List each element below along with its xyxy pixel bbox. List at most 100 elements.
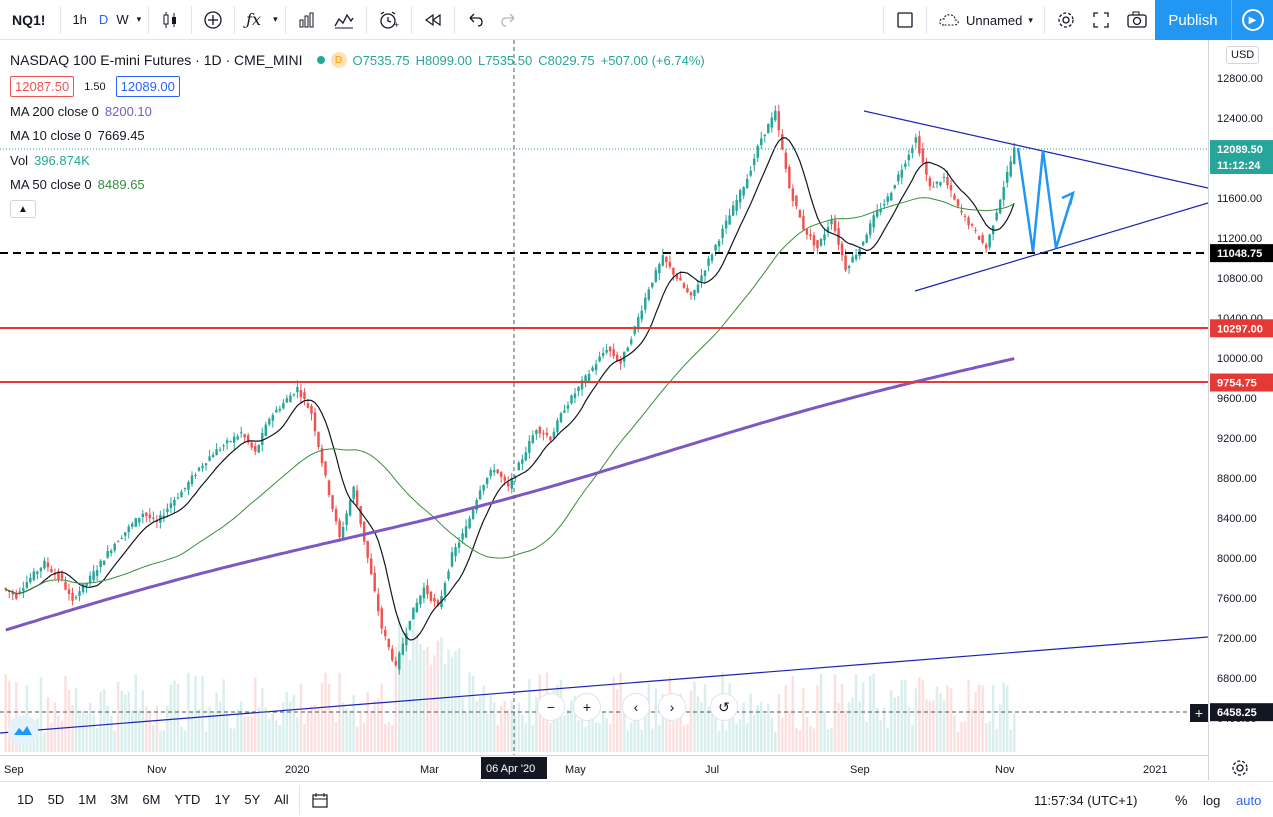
volume-bar: [95, 728, 99, 752]
candle-body: [791, 188, 795, 201]
redo-icon[interactable]: [492, 0, 526, 40]
indicator-row-vol[interactable]: Vol 396.874K: [10, 148, 705, 173]
financials-icon[interactable]: [289, 0, 325, 40]
candle-body: [450, 552, 454, 567]
scroll-right-button[interactable]: ›: [658, 693, 686, 721]
indicator-row-ma10[interactable]: MA 10 close 0 7669.45: [10, 124, 705, 149]
volume-bar: [619, 672, 622, 752]
volume-bar: [127, 691, 130, 752]
range-ytd-button[interactable]: YTD: [174, 792, 201, 807]
volume-bar: [345, 708, 348, 752]
layout-name-button[interactable]: Unnamed ▾: [930, 0, 1041, 40]
indicators-dropdown-icon[interactable]: ▾: [273, 14, 278, 24]
sell-price-button[interactable]: 12087.50: [10, 76, 75, 98]
compare-add-icon[interactable]: [195, 0, 231, 40]
candle-body: [401, 643, 405, 655]
candle-body: [686, 288, 689, 293]
candle-body: [131, 523, 134, 527]
trading-panel-button[interactable]: ▶: [1231, 0, 1273, 40]
bar-style-icon[interactable]: [152, 0, 188, 40]
candle-body: [622, 351, 626, 362]
candle-body: [890, 192, 893, 201]
timeframe-d-button[interactable]: D: [98, 12, 109, 27]
candle-body: [851, 256, 854, 263]
alert-clock-icon[interactable]: +: [370, 0, 408, 40]
volume-bar: [763, 713, 766, 752]
candle-body: [145, 512, 148, 516]
volume-bar: [928, 700, 932, 752]
indicator-row-ma50[interactable]: MA 50 close 0 8489.65: [10, 173, 705, 198]
range-1y-button[interactable]: 1Y: [214, 792, 231, 807]
percent-scale-toggle[interactable]: %: [1175, 792, 1188, 808]
volume-bar: [977, 684, 981, 752]
zoom-out-button[interactable]: −: [537, 693, 565, 721]
timeframe-1h-button[interactable]: 1h: [72, 12, 87, 27]
candle-body: [327, 480, 331, 496]
snapshot-camera-icon[interactable]: [1118, 0, 1156, 40]
candle-body: [970, 224, 974, 226]
volume-bar: [331, 710, 334, 752]
buy-price-button[interactable]: 12089.00: [115, 76, 180, 98]
timeframe-w-button[interactable]: W: [116, 12, 129, 27]
volume-bar: [854, 674, 858, 752]
symbol-title[interactable]: NASDAQ 100 E-mini Futures · 1D · CME_MIN…: [10, 52, 303, 69]
range-all-button[interactable]: All: [274, 792, 289, 807]
tradingview-logo-icon[interactable]: [8, 715, 38, 745]
candle-body: [380, 608, 383, 629]
auto-scale-toggle[interactable]: auto: [1236, 792, 1262, 808]
currency-button[interactable]: USD: [1226, 46, 1260, 64]
reset-chart-button[interactable]: ↺: [710, 693, 738, 721]
volume-bar: [405, 625, 408, 752]
layout-dropdown-icon: ▾: [1028, 14, 1033, 25]
candle-body: [942, 177, 946, 179]
candle-body: [275, 409, 278, 413]
settings-gear-icon[interactable]: [1048, 0, 1084, 40]
fullscreen-icon[interactable]: [1084, 0, 1118, 40]
undo-icon[interactable]: [458, 0, 492, 40]
volume-bar: [99, 691, 102, 752]
scroll-left-button[interactable]: ‹: [622, 693, 650, 721]
layout-select-icon[interactable]: [887, 0, 923, 40]
candle-body: [854, 254, 858, 260]
range-3m-button[interactable]: 3M: [110, 792, 129, 807]
range-1m-button[interactable]: 1M: [78, 792, 97, 807]
candle-body: [499, 472, 503, 478]
candle-body: [510, 478, 513, 489]
range-5y-button[interactable]: 5Y: [244, 792, 261, 807]
timezone-clock[interactable]: 11:57:34 (UTC+1): [1034, 792, 1138, 808]
indicator-row-ma200[interactable]: MA 200 close 0 8200.10: [10, 99, 705, 124]
log-scale-toggle[interactable]: log: [1203, 792, 1221, 808]
volume-bar: [942, 700, 946, 752]
replay-icon[interactable]: [415, 0, 451, 40]
volume-bar: [665, 695, 668, 752]
chart-settings-gear-icon[interactable]: [1230, 758, 1250, 781]
candle-body: [317, 432, 320, 448]
candle-body: [120, 537, 123, 539]
volume-bar: [243, 716, 246, 752]
price-axis[interactable]: 12800.0012400.0012000.0011600.0011200.00…: [1208, 40, 1273, 780]
indicators-fx-icon[interactable]: ƒx: [246, 10, 262, 29]
candle-body: [535, 430, 538, 435]
range-5d-button[interactable]: 5D: [47, 792, 65, 807]
symbol-search-button[interactable]: NQ1!: [12, 11, 46, 28]
add-alert-plus-icon[interactable]: +: [1190, 704, 1208, 722]
range-6m-button[interactable]: 6M: [142, 792, 161, 807]
time-axis[interactable]: Sep Nov 2020 Mar May Jul Sep Nov 2021 06 Apr '20: [0, 755, 1208, 780]
goto-date-calendar-icon[interactable]: [303, 782, 337, 817]
range-1d-button[interactable]: 1D: [17, 792, 34, 807]
legend-collapse-chevron-icon[interactable]: ▲: [10, 200, 36, 219]
zoom-in-button[interactable]: +: [573, 693, 601, 721]
volume-bar: [531, 724, 535, 752]
candle-body: [760, 138, 763, 146]
candle-body: [4, 588, 7, 590]
timeframe-dropdown-icon[interactable]: ▾: [136, 14, 142, 24]
publish-button[interactable]: Publish: [1155, 0, 1231, 40]
candle-body: [707, 258, 710, 266]
templates-icon[interactable]: [325, 0, 363, 40]
zoom-controls: − +: [537, 693, 601, 721]
time-tick-label: Nov: [147, 764, 167, 776]
market-status-dot-icon: [316, 56, 325, 65]
volume-bar: [362, 722, 366, 752]
candle-body: [95, 570, 99, 576]
candle-body: [823, 234, 826, 241]
